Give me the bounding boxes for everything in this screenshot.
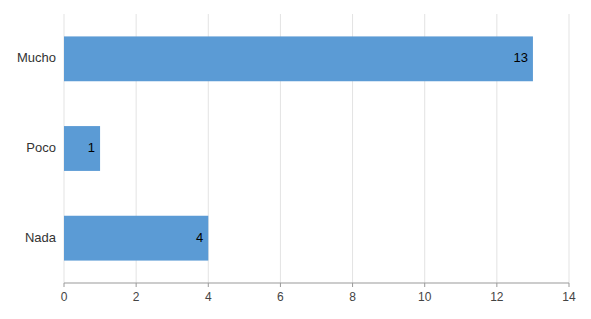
- tick-mark: [569, 283, 570, 287]
- chart: 02468101214MuchoPocoNada1314: [0, 0, 591, 319]
- category-label: Mucho: [17, 50, 56, 65]
- x-axis: 0 2 4 6 8 10 12 14: [61, 283, 576, 304]
- y-axis: Mucho Poco Nada: [17, 50, 57, 244]
- tick-label: 8: [349, 290, 356, 304]
- data-label: 4: [196, 230, 203, 245]
- category-label: Poco: [26, 140, 56, 155]
- tick-label: 10: [418, 290, 432, 304]
- tick-mark: [496, 283, 497, 287]
- tick-mark: [352, 283, 353, 287]
- tick-label: 0: [61, 290, 68, 304]
- tick-label: 6: [277, 290, 284, 304]
- bar: [64, 36, 533, 81]
- bar: [64, 216, 208, 261]
- bars: [64, 36, 533, 260]
- x-axis-line: [64, 283, 569, 284]
- tick-label: 12: [490, 290, 504, 304]
- tick-mark: [208, 283, 209, 287]
- category-label: Nada: [25, 230, 57, 245]
- tick-mark: [424, 283, 425, 287]
- grid: [64, 14, 569, 283]
- tick-mark: [64, 283, 65, 287]
- data-labels: 13 1 4: [88, 50, 528, 244]
- grid-line: [569, 14, 570, 283]
- tick-label: 2: [133, 290, 140, 304]
- chart-container: 02468101214MuchoPocoNada1314: [0, 0, 591, 319]
- data-label: 13: [513, 50, 527, 65]
- tick-label: 4: [205, 290, 212, 304]
- bar: [64, 126, 100, 171]
- tick-mark: [136, 283, 137, 287]
- data-label: 1: [88, 140, 95, 155]
- tick-mark: [280, 283, 281, 287]
- tick-label: 14: [562, 290, 576, 304]
